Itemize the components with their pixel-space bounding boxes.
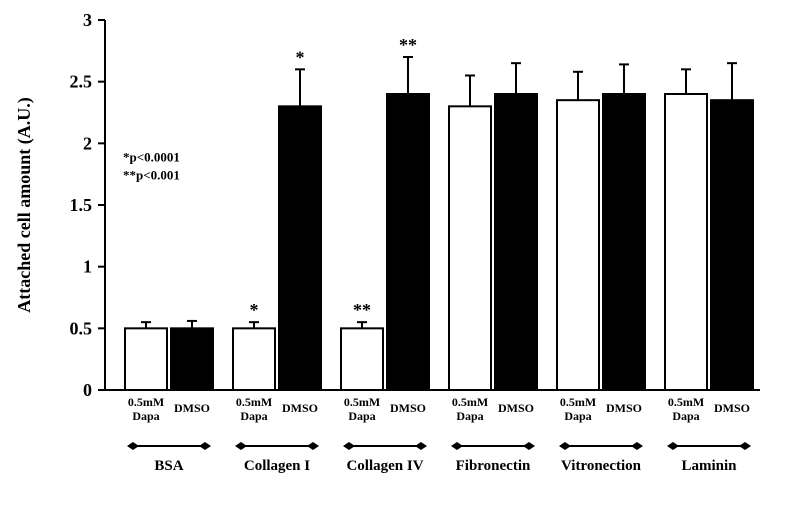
bar <box>557 100 599 390</box>
svg-text:3: 3 <box>83 10 92 30</box>
bar <box>495 94 537 390</box>
svg-text:0.5mM: 0.5mM <box>560 395 596 409</box>
svg-text:Attached cell amount (A.U.): Attached cell amount (A.U.) <box>14 97 35 312</box>
bar <box>233 328 275 390</box>
svg-text:Collagen I: Collagen I <box>244 458 310 474</box>
svg-text:**: ** <box>353 300 371 320</box>
svg-text:0.5mM: 0.5mM <box>128 395 164 409</box>
svg-text:**: ** <box>399 35 417 55</box>
svg-text:*p<0.0001: *p<0.0001 <box>123 149 180 164</box>
bar <box>449 106 491 390</box>
svg-text:Collagen IV: Collagen IV <box>346 458 423 474</box>
svg-text:Dapa: Dapa <box>456 409 483 423</box>
svg-text:Dapa: Dapa <box>564 409 591 423</box>
svg-text:DMSO: DMSO <box>174 401 210 415</box>
svg-text:0.5mM: 0.5mM <box>236 395 272 409</box>
svg-text:Dapa: Dapa <box>348 409 375 423</box>
bar <box>341 328 383 390</box>
svg-text:0: 0 <box>83 380 92 400</box>
svg-text:DMSO: DMSO <box>390 401 426 415</box>
chart-container: 0 0.5 1 1.5 2 2.5 3 Attached cell amount (A.U.)… <box>0 0 786 504</box>
svg-text:0.5: 0.5 <box>70 318 93 338</box>
svg-text:2: 2 <box>83 133 92 153</box>
bar <box>603 94 645 390</box>
chart-svg: 0 0.5 1 1.5 2 2.5 3 Attached cell amount (A.U.)… <box>0 0 786 504</box>
svg-text:0.5mM: 0.5mM <box>668 395 704 409</box>
svg-text:DMSO: DMSO <box>282 401 318 415</box>
bar <box>711 100 753 390</box>
svg-text:1.5: 1.5 <box>70 195 93 215</box>
svg-text:Laminin: Laminin <box>681 458 737 474</box>
svg-text:0.5mM: 0.5mM <box>452 395 488 409</box>
svg-text:**p<0.001: **p<0.001 <box>123 167 180 182</box>
svg-text:Dapa: Dapa <box>672 409 699 423</box>
bar <box>279 106 321 390</box>
svg-text:0.5mM: 0.5mM <box>344 395 380 409</box>
svg-text:*: * <box>296 47 305 67</box>
svg-text:*: * <box>250 300 259 320</box>
bar <box>387 94 429 390</box>
svg-text:1: 1 <box>83 257 92 277</box>
bar <box>665 94 707 390</box>
svg-text:BSA: BSA <box>154 458 183 474</box>
svg-text:Dapa: Dapa <box>240 409 267 423</box>
svg-text:DMSO: DMSO <box>606 401 642 415</box>
svg-text:Dapa: Dapa <box>132 409 159 423</box>
svg-text:Vitronection: Vitronection <box>561 458 642 474</box>
svg-text:DMSO: DMSO <box>498 401 534 415</box>
svg-text:Fibronectin: Fibronectin <box>456 458 531 474</box>
svg-text:DMSO: DMSO <box>714 401 750 415</box>
bar <box>171 328 213 390</box>
svg-text:2.5: 2.5 <box>70 72 93 92</box>
bar <box>125 328 167 390</box>
